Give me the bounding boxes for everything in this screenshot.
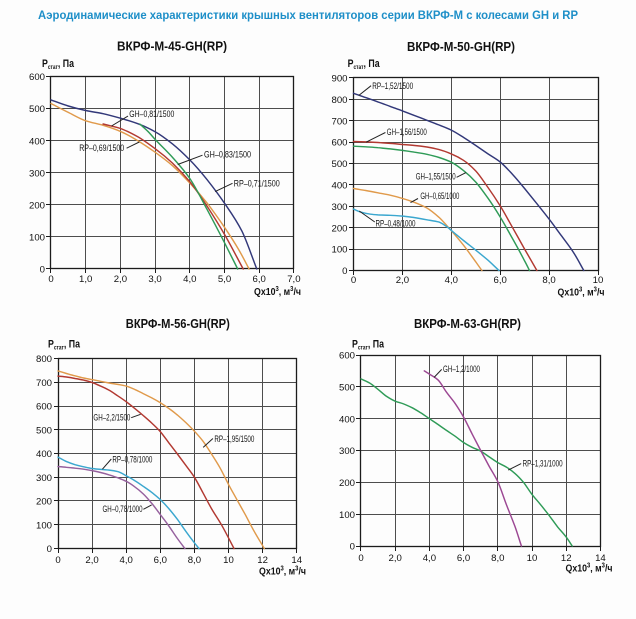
svg-text:100: 100 <box>339 510 355 521</box>
svg-text:100: 100 <box>331 245 347 256</box>
svg-text:Qх103, м3/ч: Qх103, м3/ч <box>566 563 613 575</box>
svg-text:300: 300 <box>339 446 355 457</box>
svg-text:1,0: 1,0 <box>79 274 92 285</box>
svg-text:6,0: 6,0 <box>154 555 167 566</box>
svg-text:800: 800 <box>331 95 347 106</box>
svg-text:RP–0,69/1500: RP–0,69/1500 <box>79 143 124 153</box>
svg-text:0: 0 <box>55 555 60 566</box>
svg-text:400: 400 <box>36 449 52 460</box>
svg-text:800: 800 <box>36 354 52 365</box>
svg-text:0: 0 <box>358 553 363 564</box>
svg-text:14: 14 <box>291 555 302 566</box>
svg-text:ВКРФ-М-63-GH(RP): ВКРФ-М-63-GH(RP) <box>414 316 521 331</box>
svg-text:0: 0 <box>342 266 347 277</box>
svg-text:2,0: 2,0 <box>396 275 409 286</box>
svg-text:Pстат, Па: Pстат, Па <box>48 339 81 352</box>
svg-text:RP–0,71/1500: RP–0,71/1500 <box>234 179 280 189</box>
svg-text:Qх103, м3/ч: Qх103, м3/ч <box>254 286 301 298</box>
svg-text:Qх103, м3/ч: Qх103, м3/ч <box>558 287 605 299</box>
svg-text:GH–1,2/1000: GH–1,2/1000 <box>443 364 480 374</box>
svg-text:ВКРФ-М-56-GH(RP): ВКРФ-М-56-GH(RP) <box>126 316 230 331</box>
svg-text:500: 500 <box>339 382 355 393</box>
svg-text:4,0: 4,0 <box>120 555 133 566</box>
svg-text:7,0: 7,0 <box>287 274 300 285</box>
svg-text:0: 0 <box>350 542 355 553</box>
svg-text:500: 500 <box>331 159 347 170</box>
svg-text:5,0: 5,0 <box>218 274 231 285</box>
svg-text:GH–2,2/1500: GH–2,2/1500 <box>93 413 130 423</box>
svg-text:200: 200 <box>339 478 355 489</box>
svg-text:700: 700 <box>331 116 347 127</box>
svg-text:0: 0 <box>40 265 45 276</box>
svg-text:RP–1,31/1000: RP–1,31/1000 <box>523 459 563 469</box>
svg-text:0: 0 <box>351 275 356 286</box>
svg-text:8,0: 8,0 <box>188 555 201 566</box>
svg-text:Аэродинамические характеристик: Аэродинамические характеристики крышных … <box>38 10 578 22</box>
svg-text:400: 400 <box>29 136 45 147</box>
svg-text:4,0: 4,0 <box>445 275 458 286</box>
svg-text:2,0: 2,0 <box>389 553 402 564</box>
svg-text:Qх103, м3/ч: Qх103, м3/ч <box>259 566 306 578</box>
svg-text:GH–1,56/1500: GH–1,56/1500 <box>387 127 427 137</box>
svg-text:200: 200 <box>29 200 45 211</box>
svg-text:700: 700 <box>36 378 52 389</box>
svg-text:12: 12 <box>257 555 268 566</box>
svg-text:500: 500 <box>36 425 52 436</box>
svg-text:600: 600 <box>331 138 347 149</box>
svg-text:Pстат, Па: Pстат, Па <box>42 58 75 71</box>
svg-text:Pстат, Па: Pстат, Па <box>352 339 385 352</box>
svg-text:GH–1,55/1500: GH–1,55/1500 <box>416 172 456 182</box>
svg-text:GH–0,83/1500: GH–0,83/1500 <box>204 150 251 160</box>
svg-text:10: 10 <box>593 275 604 286</box>
svg-text:RP–1,95/1500: RP–1,95/1500 <box>214 434 254 444</box>
svg-text:8,0: 8,0 <box>542 275 555 286</box>
svg-text:12: 12 <box>561 553 572 564</box>
svg-text:ВКРФ-М-45-GH(RP): ВКРФ-М-45-GH(RP) <box>117 39 227 54</box>
svg-text:ВКРФ-М-50-GH(RP): ВКРФ-М-50-GH(RP) <box>407 39 515 54</box>
svg-text:0: 0 <box>48 274 53 285</box>
svg-text:4,0: 4,0 <box>423 553 436 564</box>
svg-text:100: 100 <box>36 520 52 531</box>
svg-text:3,0: 3,0 <box>148 274 161 285</box>
svg-text:0: 0 <box>47 544 52 555</box>
svg-text:300: 300 <box>29 168 45 179</box>
svg-text:600: 600 <box>36 402 52 413</box>
svg-text:400: 400 <box>339 414 355 425</box>
svg-text:10: 10 <box>223 555 234 566</box>
svg-text:10: 10 <box>527 553 538 564</box>
svg-text:8,0: 8,0 <box>491 553 504 564</box>
svg-text:400: 400 <box>331 181 347 192</box>
svg-text:200: 200 <box>36 497 52 508</box>
svg-text:2,0: 2,0 <box>85 555 98 566</box>
svg-text:6,0: 6,0 <box>253 274 266 285</box>
svg-text:4,0: 4,0 <box>183 274 196 285</box>
svg-text:300: 300 <box>331 202 347 213</box>
svg-text:14: 14 <box>595 553 606 564</box>
svg-text:GH–0,81/1500: GH–0,81/1500 <box>129 109 174 119</box>
svg-text:GH–0,65/1000: GH–0,65/1000 <box>420 191 459 201</box>
svg-text:600: 600 <box>339 351 355 362</box>
svg-text:900: 900 <box>331 74 347 85</box>
svg-text:Pстат, Па: Pстат, Па <box>348 58 381 71</box>
svg-text:RP–0,48/1000: RP–0,48/1000 <box>376 219 416 229</box>
svg-text:600: 600 <box>29 72 45 83</box>
svg-text:200: 200 <box>331 223 347 234</box>
svg-text:GH–0,78/1000: GH–0,78/1000 <box>103 504 143 514</box>
svg-text:RP–1,52/1500: RP–1,52/1500 <box>372 81 413 91</box>
svg-text:6,0: 6,0 <box>457 553 470 564</box>
svg-text:6,0: 6,0 <box>494 275 507 286</box>
svg-text:2,0: 2,0 <box>114 274 127 285</box>
svg-text:500: 500 <box>29 104 45 115</box>
svg-text:RP–0,78/1000: RP–0,78/1000 <box>112 455 152 465</box>
svg-text:300: 300 <box>36 473 52 484</box>
svg-text:100: 100 <box>29 233 45 244</box>
